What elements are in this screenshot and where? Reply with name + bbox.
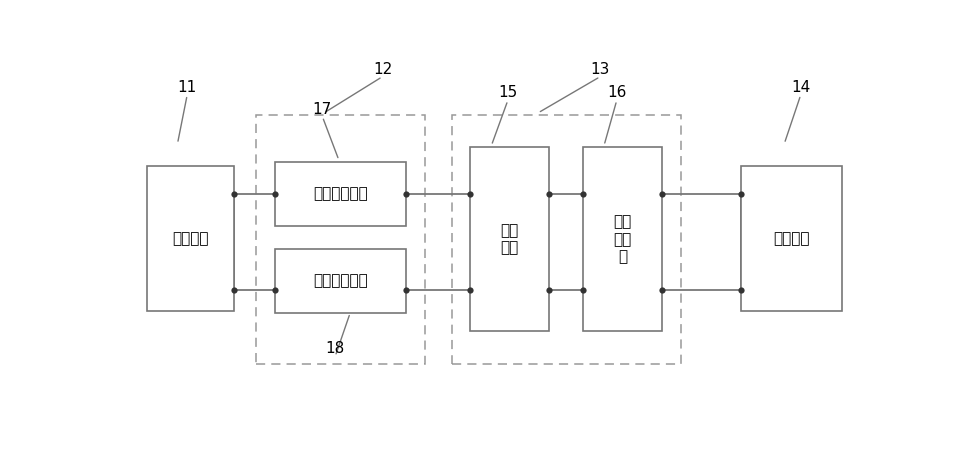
Bar bbox=[256, 115, 425, 364]
Bar bbox=[470, 147, 549, 331]
Bar bbox=[275, 162, 407, 226]
Text: 15: 15 bbox=[498, 85, 517, 100]
Text: 14: 14 bbox=[791, 80, 810, 95]
Bar bbox=[583, 147, 662, 331]
Text: 第二开关模块: 第二开关模块 bbox=[313, 274, 368, 288]
Bar bbox=[275, 249, 407, 313]
Bar bbox=[452, 115, 680, 364]
Text: 18: 18 bbox=[326, 341, 345, 356]
Text: 16: 16 bbox=[608, 85, 626, 100]
Text: 13: 13 bbox=[590, 62, 610, 76]
Text: 变压
器模
块: 变压 器模 块 bbox=[613, 214, 632, 264]
Bar bbox=[147, 166, 234, 311]
Text: 整流电路: 整流电路 bbox=[773, 231, 810, 246]
Text: 12: 12 bbox=[373, 62, 392, 76]
Text: 17: 17 bbox=[313, 101, 332, 117]
Text: 谐振
模块: 谐振 模块 bbox=[501, 223, 518, 255]
Bar bbox=[740, 166, 842, 311]
Text: 11: 11 bbox=[177, 80, 197, 95]
Text: 第一开关模块: 第一开关模块 bbox=[313, 186, 368, 202]
Text: 直流电源: 直流电源 bbox=[172, 231, 209, 246]
